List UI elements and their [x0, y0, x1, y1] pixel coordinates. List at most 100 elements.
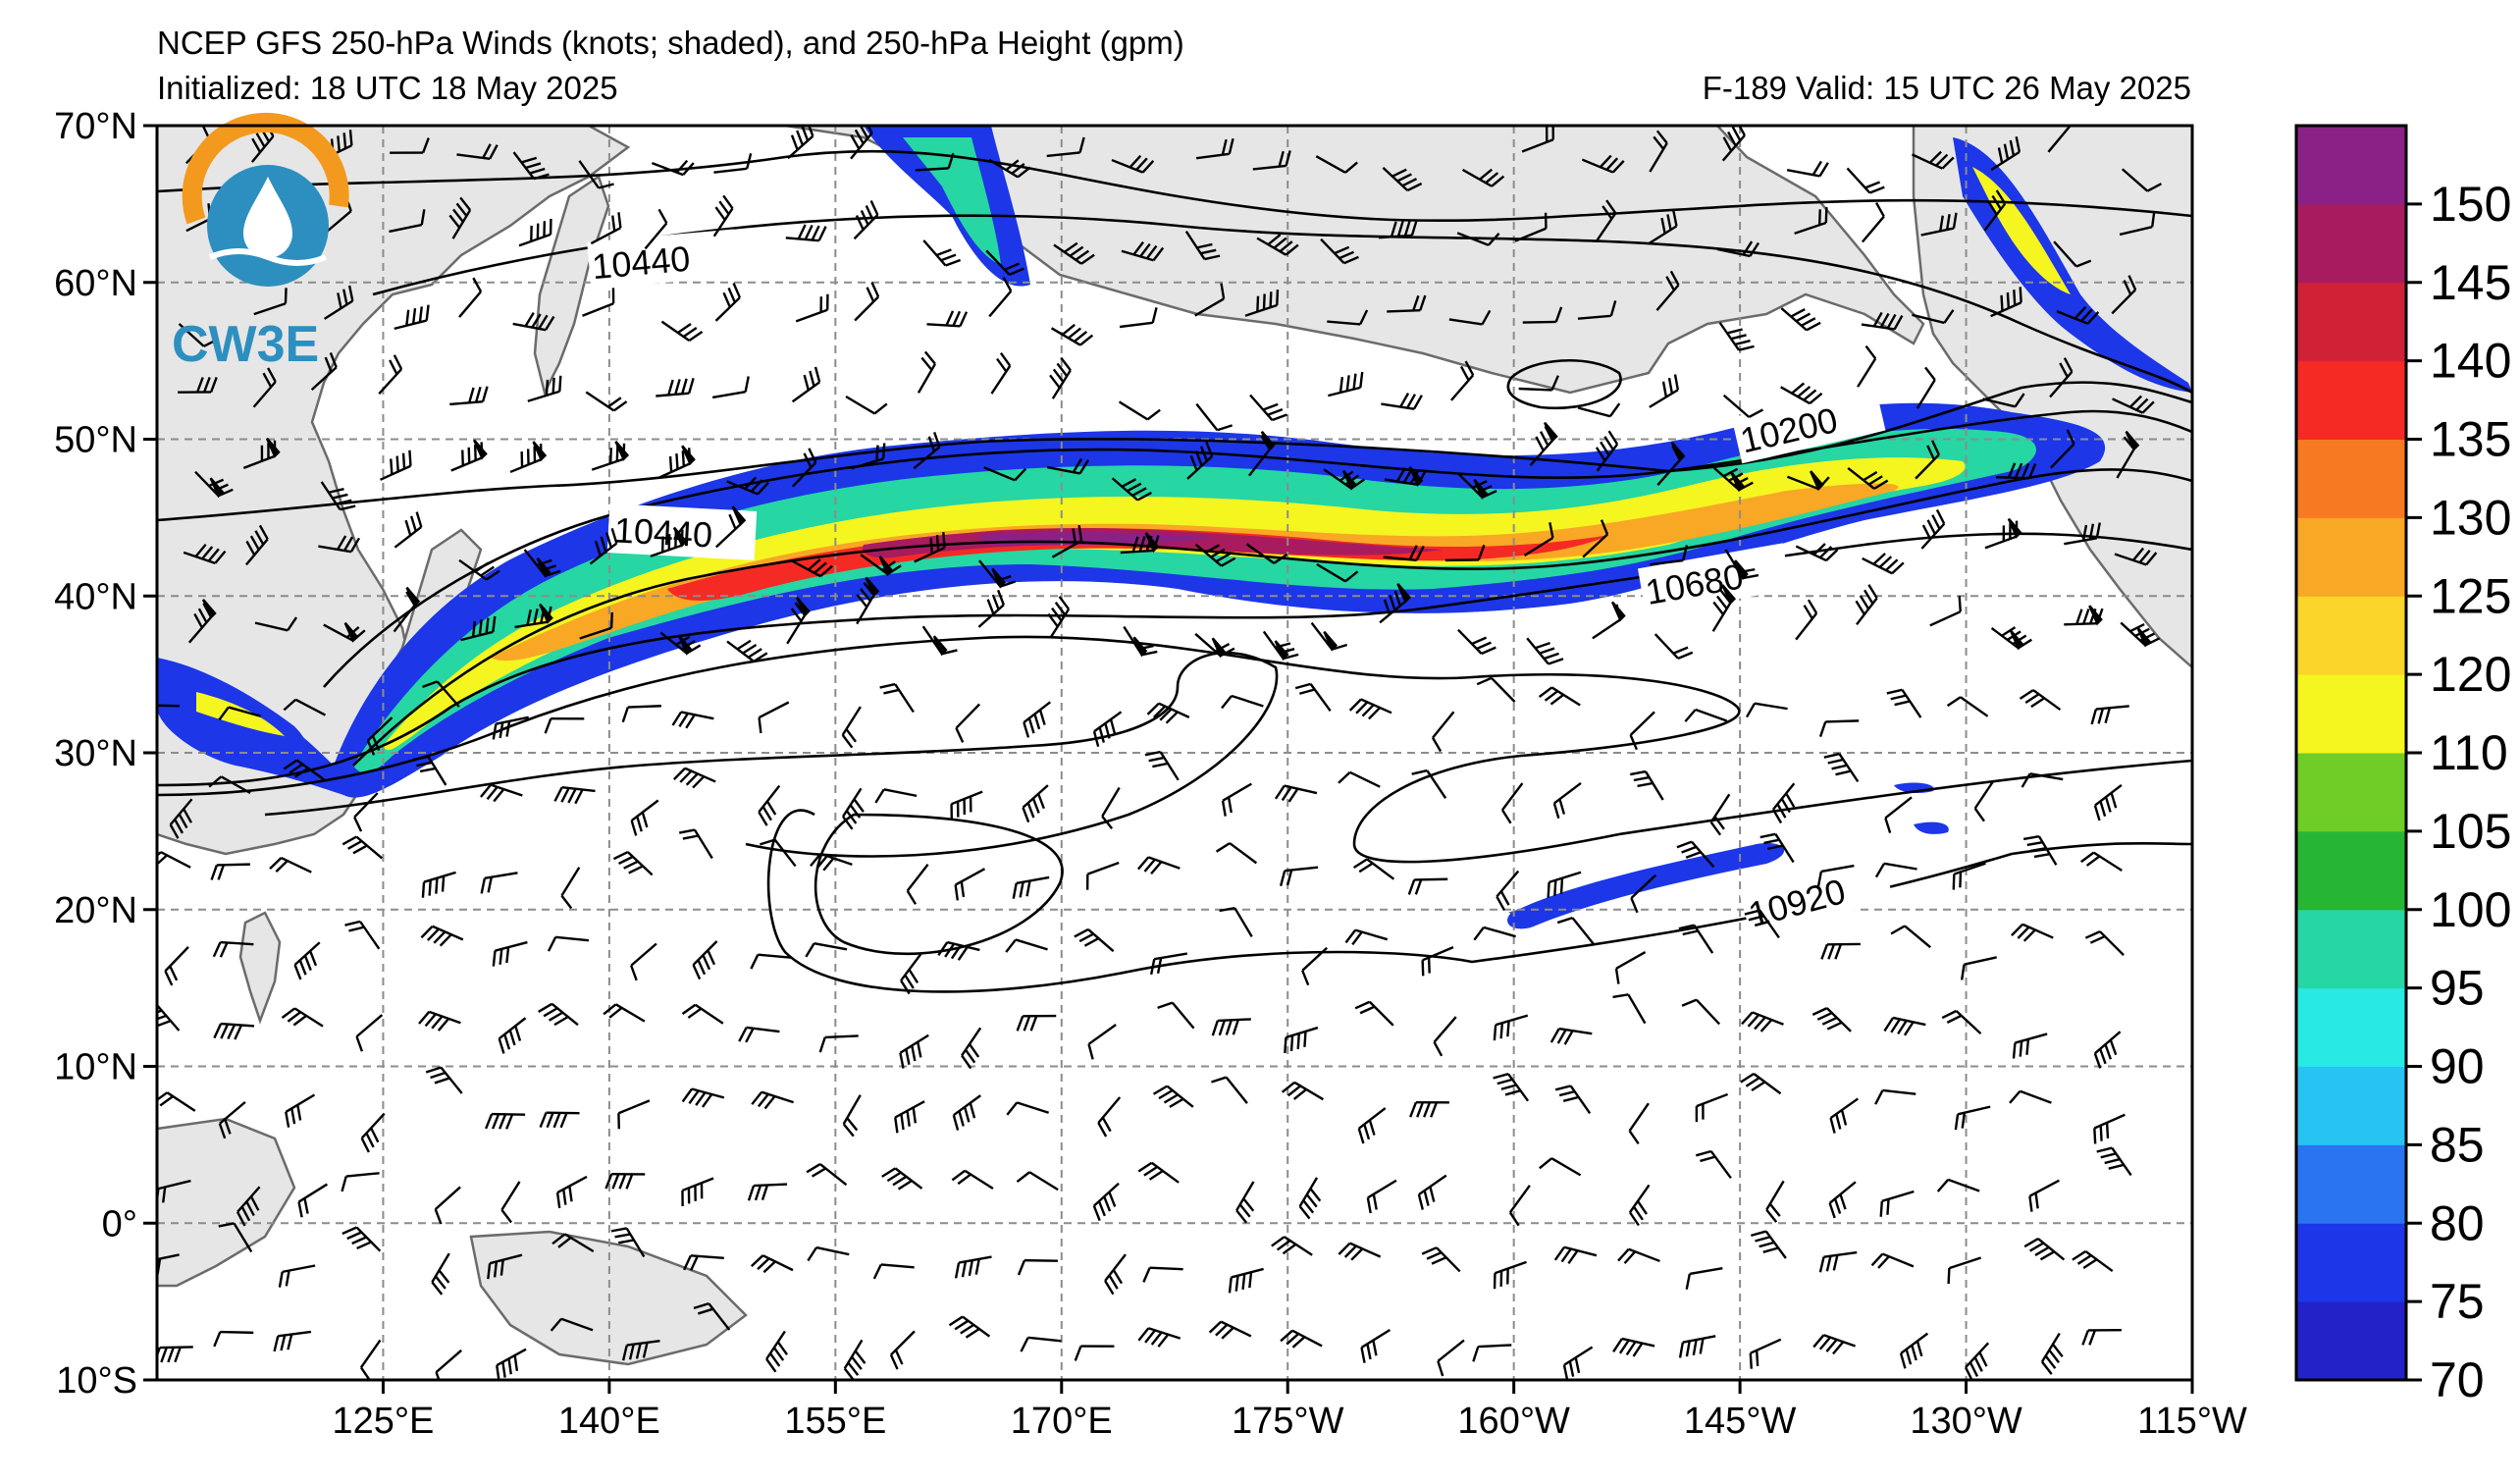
wind-barb	[954, 868, 986, 901]
wind-barb	[1874, 862, 1917, 878]
wind-barb	[1759, 832, 1795, 864]
wind-barb	[2028, 1179, 2060, 1212]
wind-barb	[1526, 637, 1564, 665]
wind-barb	[1449, 360, 1475, 401]
wind-barb	[187, 599, 217, 644]
wind-barb	[1121, 240, 1165, 262]
colorbar-tick-label: 135	[2430, 412, 2511, 467]
wind-barb	[1539, 1157, 1582, 1177]
wind-barb	[431, 1252, 450, 1296]
wind-barb	[1411, 768, 1447, 800]
wind-barb	[1221, 782, 1252, 817]
lat-tick-label: 60°N	[54, 263, 137, 304]
wind-barb	[2011, 923, 2054, 942]
wind-barb	[1946, 696, 1989, 717]
wind-barb	[1990, 287, 2022, 318]
wind-barb	[1716, 240, 1760, 258]
colorbar-tick-label: 125	[2430, 568, 2511, 623]
wind-barb	[807, 1245, 850, 1262]
wind-barb	[1252, 150, 1291, 171]
wind-barb	[1920, 212, 1958, 237]
colorbar-segment	[2296, 1223, 2406, 1302]
wind-barb	[1684, 708, 1728, 722]
wind-barb	[1215, 842, 1258, 865]
wind-barb	[954, 1255, 992, 1279]
wind-barb	[1262, 630, 1299, 662]
wind-barb	[1118, 400, 1161, 421]
wind-barb	[1235, 1181, 1255, 1224]
contour-jet-south	[157, 532, 2192, 787]
wind-barb	[1857, 344, 1877, 388]
wind-barb	[1522, 306, 1563, 324]
wind-barb	[380, 450, 412, 481]
wind-barb	[355, 1014, 384, 1052]
wind-barb	[977, 589, 1005, 628]
wind-barb	[917, 350, 936, 394]
wind-barb	[389, 209, 426, 234]
wind-barb	[550, 1317, 594, 1332]
wind-barb	[518, 218, 552, 247]
wind-barb	[1149, 952, 1187, 976]
wind-barb	[450, 439, 488, 472]
wind-barb	[1382, 166, 1423, 192]
wind-barb	[1656, 442, 1686, 487]
colorbar-tick-label: 100	[2430, 882, 2511, 937]
height-contours	[157, 149, 2192, 993]
wind-barb	[1823, 752, 1860, 783]
wind-barb	[1629, 711, 1655, 751]
wind-barb	[879, 682, 915, 714]
wind-barb	[273, 1330, 312, 1352]
wind-barb	[806, 1163, 848, 1187]
wind-barb	[2084, 930, 2125, 956]
wind-barb	[341, 835, 384, 860]
colorbar-tick-label: 105	[2430, 804, 2511, 859]
wind-barb	[456, 143, 499, 160]
wind-barb	[671, 711, 714, 729]
wind-barb	[750, 953, 792, 970]
wind-barb	[1721, 126, 1746, 162]
wind-barb	[1476, 676, 1516, 703]
wind-barb	[1681, 998, 1721, 1026]
wind-barb	[1092, 1182, 1120, 1221]
wind-barb	[555, 1175, 588, 1209]
wind-barb	[1245, 543, 1288, 564]
lon-tick-label: 160°W	[1457, 1401, 1570, 1442]
wind-barb	[1328, 371, 1364, 397]
jet-stream-shading	[157, 126, 2192, 929]
wind-barb	[539, 1111, 580, 1129]
wind-barb	[1984, 517, 2022, 550]
wind-barb	[394, 511, 423, 549]
colorbar-segment	[2296, 753, 2406, 832]
wind-barb	[1437, 1339, 1465, 1377]
wind-barb	[1965, 1342, 1990, 1380]
wind-barb	[458, 277, 483, 318]
lon-tick-label: 155°E	[784, 1401, 886, 1442]
wind-barb	[1685, 1267, 1723, 1290]
wind-barb	[320, 481, 356, 511]
wind-barb	[1387, 294, 1427, 313]
wind-barb	[1157, 1001, 1195, 1030]
wind-barb	[590, 212, 622, 245]
wind-barb	[1315, 155, 1358, 174]
wind-barb	[1012, 875, 1050, 899]
wind-barb	[589, 527, 618, 565]
wind-barb	[421, 871, 456, 898]
wind-barb	[1493, 1014, 1529, 1041]
wind-barb	[1628, 1102, 1650, 1145]
wind-barb	[208, 775, 251, 795]
colorbar-segment	[2296, 1066, 2406, 1145]
latitude-axis: 70°N 60°N 50°N 40°N 30°N 20°N 10°N 0° 10°S	[54, 106, 157, 1402]
wind-barb	[603, 1003, 646, 1023]
wind-barb	[1256, 234, 1299, 256]
wind-barb	[1344, 928, 1389, 946]
wind-barb	[990, 351, 1012, 395]
colorbar-segment	[2296, 439, 2406, 518]
wind-barb	[1357, 1107, 1387, 1144]
wind-barb	[1146, 702, 1190, 724]
wind-barb	[644, 208, 668, 250]
colorbar-segment	[2296, 674, 2406, 754]
wind-barb	[2090, 705, 2129, 725]
wind-barbs	[157, 126, 2163, 1380]
wind-barb	[1818, 719, 1860, 738]
wind-barb	[281, 1007, 324, 1028]
